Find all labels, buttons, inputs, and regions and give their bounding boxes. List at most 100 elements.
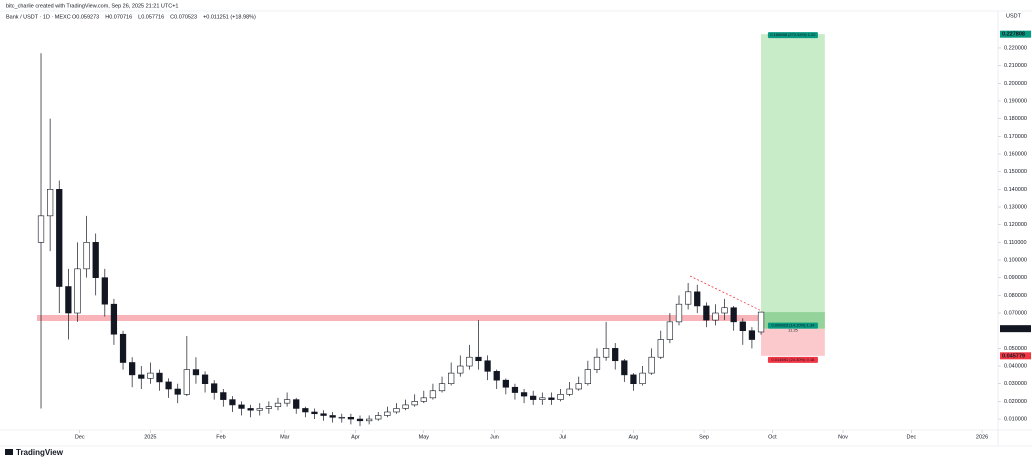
x-tick-label: Jun — [490, 434, 499, 440]
symbol: Bank / USDT · 1D · MEXC — [6, 14, 71, 20]
candle-body — [411, 401, 418, 406]
x-tick-label: Jul — [559, 434, 566, 440]
axis-unit: USDT — [1006, 13, 1022, 19]
candle-body — [74, 268, 81, 314]
position-label-text: 11.25 — [788, 328, 798, 333]
y-tick-label: 0.150000 — [1004, 169, 1027, 175]
x-tick-label: Feb — [216, 434, 225, 440]
position-label-text: 0.166658 (272.54%) 1.22 — [770, 32, 816, 37]
x-tick-label: Sep — [699, 434, 709, 440]
x-tick-label: Apr — [351, 434, 360, 440]
candle-body — [165, 381, 172, 390]
price-marker-label: 0.061150 — [1002, 326, 1025, 332]
candle-body — [502, 379, 509, 388]
candle-body — [347, 416, 355, 420]
candle-body — [229, 399, 236, 406]
x-tick-label: Oct — [768, 434, 777, 440]
candle-body — [575, 383, 582, 390]
candle-body — [129, 362, 136, 376]
y-tick-label: 0.160000 — [1004, 151, 1027, 157]
candle-body — [675, 303, 683, 323]
position-label-box — [767, 32, 818, 39]
price-marker — [1000, 30, 1031, 38]
y-tick-label: 0.170000 — [1004, 134, 1027, 140]
trendline — [689, 275, 773, 317]
candle-body — [101, 277, 108, 305]
candle-body — [684, 291, 692, 305]
y-tick-label: 0.210000 — [1004, 63, 1027, 69]
candle-body — [721, 307, 728, 314]
y-tick-label: 0.110000 — [1004, 240, 1027, 246]
candle-body — [602, 348, 610, 358]
candle-body — [557, 394, 564, 400]
candle-body — [338, 416, 345, 419]
candle-body — [311, 411, 318, 415]
candle-body — [302, 408, 309, 413]
price-marker — [1000, 352, 1031, 360]
position-label-box — [767, 322, 818, 329]
candle-body — [712, 312, 719, 321]
x-tick-label: Mar — [280, 434, 290, 440]
candle-body — [739, 321, 746, 331]
x-tick-label: 2025 — [144, 434, 156, 440]
y-tick-label: 0.050000 — [1004, 346, 1027, 352]
candle-body — [329, 415, 336, 418]
candle-body — [566, 388, 573, 395]
candle-body — [457, 365, 464, 374]
position-label-box — [767, 356, 818, 363]
ohlc-value: C0.070523 — [170, 14, 197, 20]
price-marker — [1000, 325, 1031, 333]
candle-body — [748, 330, 756, 340]
position-label: 0.009923 (14.10%) 1.34 — [767, 322, 818, 329]
candle-body — [484, 360, 491, 372]
logo-text: TradingView — [16, 448, 64, 457]
candle-body — [429, 390, 437, 399]
candle-body — [539, 397, 546, 400]
price-marker-label: 0.227808 — [1002, 32, 1025, 38]
candle-body — [356, 418, 364, 422]
candle-body — [247, 408, 254, 411]
ohlc-value: H0.070716 — [105, 14, 132, 20]
candle-body — [530, 395, 537, 400]
long-position: 0.166658 (272.54%) 1.22 0.009923 (14.10%)… — [761, 30, 1031, 363]
x-tick-label: Nov — [838, 434, 848, 440]
candle-body — [730, 307, 737, 323]
candle-body — [648, 356, 655, 374]
candle-body — [138, 374, 145, 379]
candle-body — [757, 311, 765, 333]
price-marker-label: 0.045779 — [1002, 353, 1025, 359]
candle-body — [192, 369, 200, 376]
candle-body — [548, 397, 555, 400]
candle-body — [47, 189, 54, 217]
candle-body — [630, 374, 637, 385]
candle-body — [375, 415, 382, 420]
logo-icon — [5, 449, 13, 455]
candle-body — [174, 388, 181, 395]
candle-body — [256, 408, 263, 411]
candle-body — [466, 356, 473, 367]
x-tick-label: Dec — [75, 434, 85, 440]
y-tick-label: 0.200000 — [1004, 81, 1027, 87]
y-tick-label: 0.220000 — [1004, 45, 1027, 51]
candle-body — [593, 356, 601, 370]
candle-body — [56, 189, 63, 287]
candle-body — [156, 372, 163, 383]
x-tick-label: Aug — [629, 434, 639, 440]
ohlc-value: L0.057716 — [138, 14, 164, 20]
axes: 0.010000 0.020000 0.030000 0.040000 0.050000… — [75, 45, 1027, 440]
y-tick-label: 0.100000 — [1004, 257, 1027, 263]
position-label-text: 0.009923 (14.10%) 1.34 — [771, 323, 815, 328]
candle-body — [384, 411, 391, 416]
candle-body — [438, 383, 446, 392]
ohlc-value: +0.011251 (+18.98%) — [203, 14, 256, 20]
candle-body — [183, 369, 190, 395]
candle-body — [201, 374, 209, 385]
candle-body — [265, 406, 272, 409]
position-label: 0.166658 (272.54%) 1.22 — [767, 32, 818, 39]
loss-zone — [761, 328, 825, 356]
candle-body — [365, 418, 373, 422]
candle-body — [274, 402, 282, 407]
profit-zone — [761, 34, 825, 329]
